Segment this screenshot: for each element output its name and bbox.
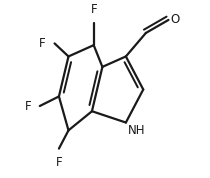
Text: F: F — [25, 100, 31, 112]
Text: F: F — [39, 37, 46, 50]
Text: F: F — [56, 156, 62, 169]
Text: F: F — [90, 3, 97, 16]
Text: NH: NH — [128, 124, 145, 137]
Text: O: O — [170, 13, 180, 26]
